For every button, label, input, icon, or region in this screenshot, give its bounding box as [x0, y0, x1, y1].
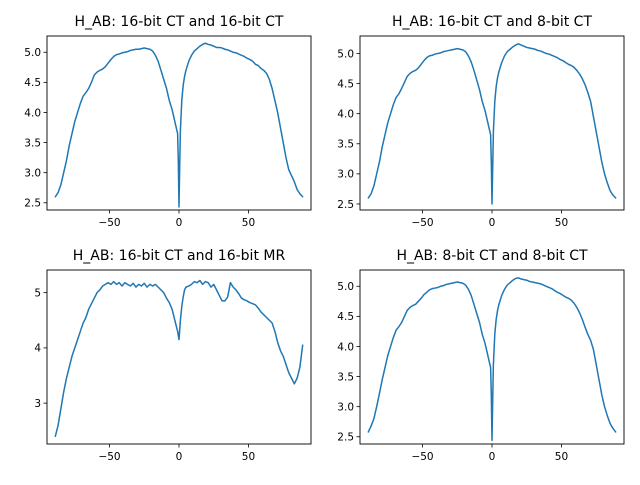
- x-tick-label: −50: [98, 451, 120, 463]
- y-tick-label: 3: [34, 398, 41, 410]
- y-tick-label: 4.0: [24, 107, 41, 119]
- y-tick-label: 3.5: [24, 137, 41, 149]
- y-tick-label: 2.5: [337, 432, 354, 444]
- x-tick-label: −50: [411, 451, 433, 463]
- subplot-title: H_AB: 16-bit CT and 16-bit CT: [75, 14, 284, 30]
- x-tick-label: −50: [411, 217, 433, 229]
- y-tick-label: 4.5: [337, 311, 354, 323]
- subplot-title: H_AB: 16-bit CT and 8-bit CT: [392, 14, 592, 30]
- series-line-0: [367, 277, 617, 442]
- subplot-title: H_AB: 8-bit CT and 8-bit CT: [396, 248, 588, 264]
- y-tick-label: 3.0: [337, 401, 354, 413]
- x-tick-label: 0: [489, 451, 496, 463]
- x-tick-label: 50: [242, 217, 255, 229]
- y-tick-label: 4.5: [337, 78, 354, 90]
- series-line-0: [54, 279, 304, 438]
- y-tick-label: 4.0: [337, 341, 354, 353]
- y-tick-label: 4.5: [24, 77, 41, 89]
- x-tick-label: −50: [98, 217, 120, 229]
- x-tick-label: 0: [176, 451, 183, 463]
- series-line-0: [367, 43, 617, 205]
- x-tick-label: 0: [489, 217, 496, 229]
- y-tick-label: 4.0: [337, 108, 354, 120]
- subplot-title: H_AB: 16-bit CT and 16-bit MR: [73, 248, 286, 264]
- y-tick-label: 2.5: [337, 199, 354, 211]
- y-tick-label: 3.5: [337, 371, 354, 383]
- y-tick-label: 3.0: [24, 167, 41, 179]
- x-tick-label: 0: [176, 217, 183, 229]
- y-tick-label: 5.0: [24, 47, 41, 59]
- y-tick-label: 3.5: [337, 139, 354, 151]
- x-tick-label: 50: [242, 451, 255, 463]
- subplot-top-right: H_AB: 16-bit CT and 8-bit CT −50 0 50 2.5 3.…: [337, 14, 625, 229]
- x-tick-label: 50: [555, 217, 568, 229]
- y-tick-label: 5.0: [337, 48, 354, 60]
- y-tick-label: 5.0: [337, 281, 354, 293]
- y-tick-label: 5: [34, 287, 41, 299]
- y-tick-label: 2.5: [24, 198, 41, 210]
- series-line-0: [54, 42, 304, 208]
- subplot-bottom-left: H_AB: 16-bit CT and 16-bit MR −50 0 50 3 4 5: [34, 248, 312, 463]
- x-tick-label: 50: [555, 451, 568, 463]
- y-tick-label: 4: [34, 343, 41, 355]
- subplot-top-left: H_AB: 16-bit CT and 16-bit CT −50 0 50 2.5 3…: [24, 14, 312, 229]
- subplot-bottom-right: H_AB: 8-bit CT and 8-bit CT −50 0 50 2.5 3.0…: [337, 248, 625, 463]
- y-tick-label: 3.0: [337, 169, 354, 181]
